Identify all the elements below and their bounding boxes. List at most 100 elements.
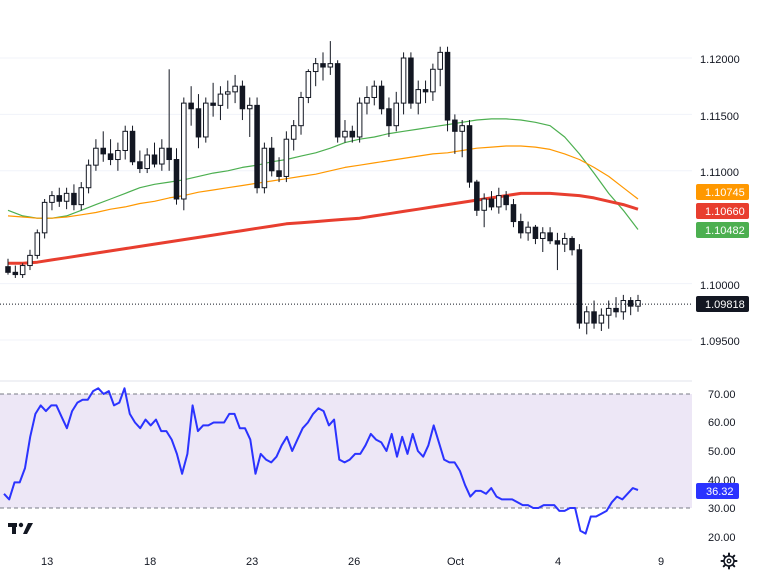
candle-body <box>466 125 473 183</box>
candle-body <box>159 147 165 165</box>
candle-body <box>283 138 290 177</box>
candle-body <box>393 102 400 127</box>
rsi-badge-bg <box>696 483 739 499</box>
candle-body <box>422 89 429 93</box>
candle-body <box>320 63 326 68</box>
candle-body <box>268 147 275 172</box>
sma-fast-badge-text: 1.10482 <box>705 225 745 237</box>
rsi-tick-label: 50.00 <box>708 446 736 458</box>
candle-body <box>34 232 41 256</box>
candle-body <box>532 226 539 239</box>
candle-body <box>63 192 70 202</box>
candle-body <box>312 63 319 73</box>
candle-body <box>400 57 407 104</box>
candle-body <box>386 108 392 127</box>
time-tick-label: 23 <box>246 556 258 568</box>
candle-body <box>371 85 378 98</box>
candle-body <box>246 104 253 110</box>
candle-body <box>378 85 385 110</box>
candle-body <box>27 254 33 267</box>
rsi-axis[interactable]: 70.00 60.00 50.00 40.00 30.00 20.00 <box>708 389 736 544</box>
candle-body <box>349 130 356 138</box>
rsi-band-fill <box>0 394 692 508</box>
candle-body <box>342 130 348 138</box>
candle-body <box>459 125 465 132</box>
candle-body <box>591 311 597 324</box>
time-tick-label: 18 <box>144 556 156 568</box>
candle-body <box>452 119 458 132</box>
price-tick-label: 1.11500 <box>700 111 739 123</box>
time-axis[interactable]: 13 18 23 26 Oct 4 9 <box>41 556 664 568</box>
candle-body <box>224 91 231 95</box>
price-tick-label: 1.11000 <box>700 167 739 179</box>
price-tick-label: 1.10000 <box>700 280 740 292</box>
candle-body <box>474 181 480 211</box>
candle-body <box>115 149 121 161</box>
candle-body <box>19 265 26 276</box>
candle-body <box>627 300 634 307</box>
price-axis[interactable]: 1.12000 1.11500 1.11000 1.10000 1.09500 <box>700 54 740 348</box>
price-pane[interactable] <box>0 41 692 341</box>
candle-body <box>496 195 502 208</box>
last-price-badge-text: 1.09818 <box>705 299 745 311</box>
candle-body <box>137 161 143 170</box>
candle-body <box>56 195 63 202</box>
rsi-pane[interactable] <box>0 387 692 535</box>
candle-body <box>203 102 209 138</box>
rsi-tick-label: 60.00 <box>708 417 736 429</box>
candle-body <box>122 130 128 151</box>
candle-body <box>41 201 48 234</box>
candle-body <box>129 130 136 163</box>
candle-body <box>576 249 583 324</box>
time-tick-label: 26 <box>348 556 360 568</box>
sma-mid-badge-text: 1.10745 <box>705 187 745 199</box>
sma-fast-badge-bg <box>696 222 749 238</box>
candle-body <box>481 198 487 211</box>
rsi-badge-text: 36.32 <box>706 486 734 498</box>
candle-body <box>488 198 495 208</box>
candle-body <box>598 314 605 324</box>
candle-body <box>569 237 575 251</box>
candle-body <box>364 96 370 104</box>
rsi-tick-label: 70.00 <box>708 389 736 401</box>
candle-body <box>554 240 561 245</box>
sma-slow-badge-bg <box>696 203 749 219</box>
gear-hub <box>726 558 732 564</box>
candle-body <box>518 221 524 234</box>
tradingview-logo-svg <box>8 522 33 534</box>
candle-body <box>613 307 619 313</box>
candle-body <box>415 89 422 104</box>
candle-body <box>305 71 312 98</box>
rsi-line <box>3 387 639 535</box>
candle-body <box>5 266 11 273</box>
moving-average-line <box>8 191 639 265</box>
candle-body <box>583 311 590 324</box>
candle-body <box>195 108 202 138</box>
candle-body <box>327 63 334 68</box>
rsi-tick-label: 30.00 <box>708 503 736 515</box>
logo-dot <box>18 522 24 528</box>
candle-body <box>85 164 92 189</box>
candle-body <box>408 57 414 104</box>
logo-stem <box>12 523 16 534</box>
last-price-badge: 1.09818 <box>696 296 749 312</box>
time-tick-label: 9 <box>658 556 664 568</box>
candle-body <box>605 307 612 316</box>
tradingview-logo-icon[interactable] <box>6 517 36 541</box>
candle-body <box>239 85 246 110</box>
candle-body <box>276 170 282 177</box>
price-tick-label: 1.09500 <box>700 336 740 348</box>
candle-body <box>232 85 238 93</box>
gear-icon[interactable] <box>720 552 738 570</box>
candle-body <box>144 154 150 170</box>
time-tick-label: 13 <box>41 556 53 568</box>
candle-body <box>561 237 568 245</box>
candle-body <box>510 204 517 223</box>
candle-body <box>503 195 509 206</box>
candle-body <box>151 154 158 165</box>
moving-average-line <box>7 118 639 230</box>
candle-body <box>261 147 268 189</box>
moving-average-line <box>7 145 639 219</box>
rsi-tick-label: 20.00 <box>708 532 736 544</box>
